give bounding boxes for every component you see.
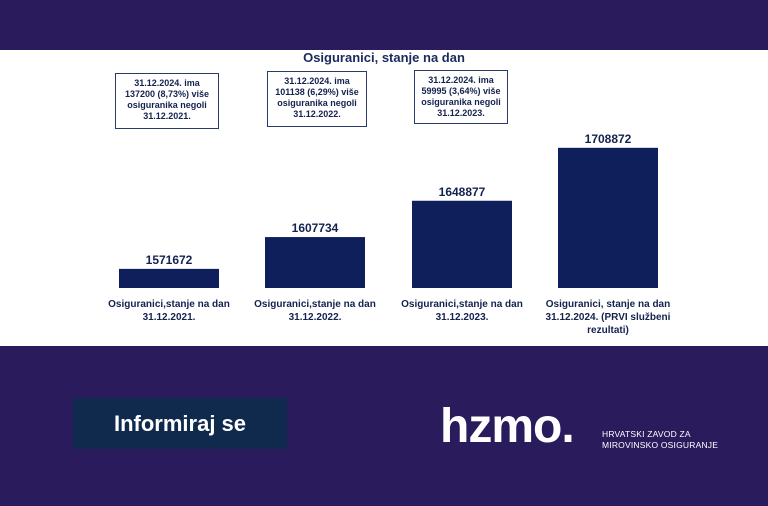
bar-3 bbox=[558, 147, 658, 288]
hzmo-logo: hzmo. bbox=[440, 404, 575, 450]
logo-tagline-line2: MIROVINSKO OSIGURANJE bbox=[602, 440, 719, 450]
bar-chart: 1571672 1607734 1648877 1708872 bbox=[119, 132, 658, 288]
data-label-1: 1607734 bbox=[292, 221, 339, 235]
data-label-3: 1708872 bbox=[585, 132, 632, 146]
top-band bbox=[0, 0, 768, 50]
category-label-2023: Osiguranici,stanje na dan 31.12.2023. bbox=[401, 299, 523, 323]
annotation-2021: 31.12.2024. ima 137200 (8,73%) više osig… bbox=[115, 73, 219, 129]
informiraj-se-button[interactable]: Informiraj se bbox=[73, 398, 287, 449]
category-label-2022: Osiguranici,stanje na dan 31.12.2022. bbox=[254, 299, 376, 323]
annotation-2022: 31.12.2024. ima 101138 (6,29%) više osig… bbox=[267, 71, 367, 127]
chart-panel: Osiguranici, stanje na dan 31.12.2024. i… bbox=[0, 50, 768, 346]
chart-title: Osiguranici, stanje na dan bbox=[303, 50, 465, 65]
bar-1 bbox=[265, 237, 365, 288]
logo-tagline-line1: HRVATSKI ZAVOD ZA bbox=[602, 429, 691, 439]
bar-2 bbox=[412, 200, 512, 288]
category-label-2024: Osiguranici, stanje na dan 31.12.2024. (… bbox=[545, 299, 671, 336]
annotation-2023: 31.12.2024. ima 59995 (3,64%) više osigu… bbox=[414, 70, 508, 124]
logo-wordmark: hzmo. bbox=[440, 404, 574, 450]
data-label-0: 1571672 bbox=[146, 253, 193, 267]
bar-0 bbox=[119, 268, 219, 288]
category-label-2021: Osiguranici,stanje na dan 31.12.2021. bbox=[108, 299, 230, 323]
data-label-2: 1648877 bbox=[439, 185, 486, 199]
logo-tagline: HRVATSKI ZAVOD ZA MIROVINSKO OSIGURANJE bbox=[602, 429, 752, 451]
